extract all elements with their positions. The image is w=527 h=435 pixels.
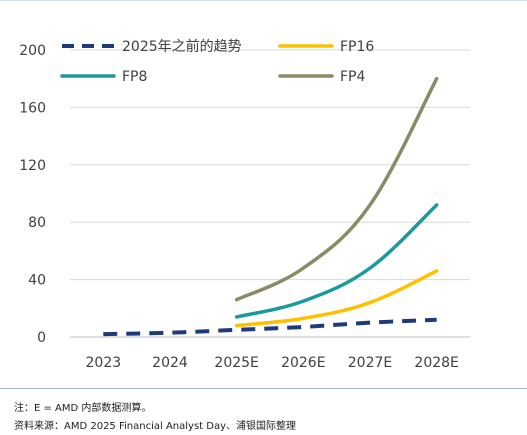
x-tick-label: 2024 — [152, 355, 188, 371]
x-tick-label: 2026E — [281, 355, 325, 371]
footer-divider — [0, 388, 527, 389]
legend-label-1: FP16 — [340, 39, 374, 55]
footnote: 注：E = AMD 内部数据测算。 — [14, 403, 152, 414]
x-tick-label: 2023 — [86, 355, 122, 371]
y-tick-label: 0 — [37, 330, 46, 346]
legend-label-0: 2025年之前的趋势 — [122, 38, 242, 55]
top-divider — [0, 0, 527, 1]
series-line-1 — [234, 269, 439, 328]
source-note: 资料来源：AMD 2025 Financial Analyst Day、浦银国际… — [14, 421, 297, 432]
x-tick-label: 2025E — [214, 355, 258, 371]
x-tick-label: 2027E — [348, 355, 392, 371]
legend-label-3: FP4 — [340, 69, 365, 85]
y-tick-label: 120 — [19, 158, 46, 174]
series-line-0 — [103, 317, 437, 337]
x-tick-label: 2028E — [414, 355, 458, 371]
y-tick-label: 160 — [19, 100, 46, 116]
legend-label-2: FP8 — [122, 69, 147, 85]
y-tick-label: 40 — [28, 273, 46, 289]
series-line-3 — [234, 76, 439, 302]
y-tick-label: 80 — [28, 215, 46, 231]
y-tick-label: 200 — [19, 43, 46, 59]
series-line-2 — [234, 203, 439, 319]
line-chart: 0 40 80 120 160 200 2023 2024 2025E 2026E 2027E 202… — [19, 38, 470, 371]
